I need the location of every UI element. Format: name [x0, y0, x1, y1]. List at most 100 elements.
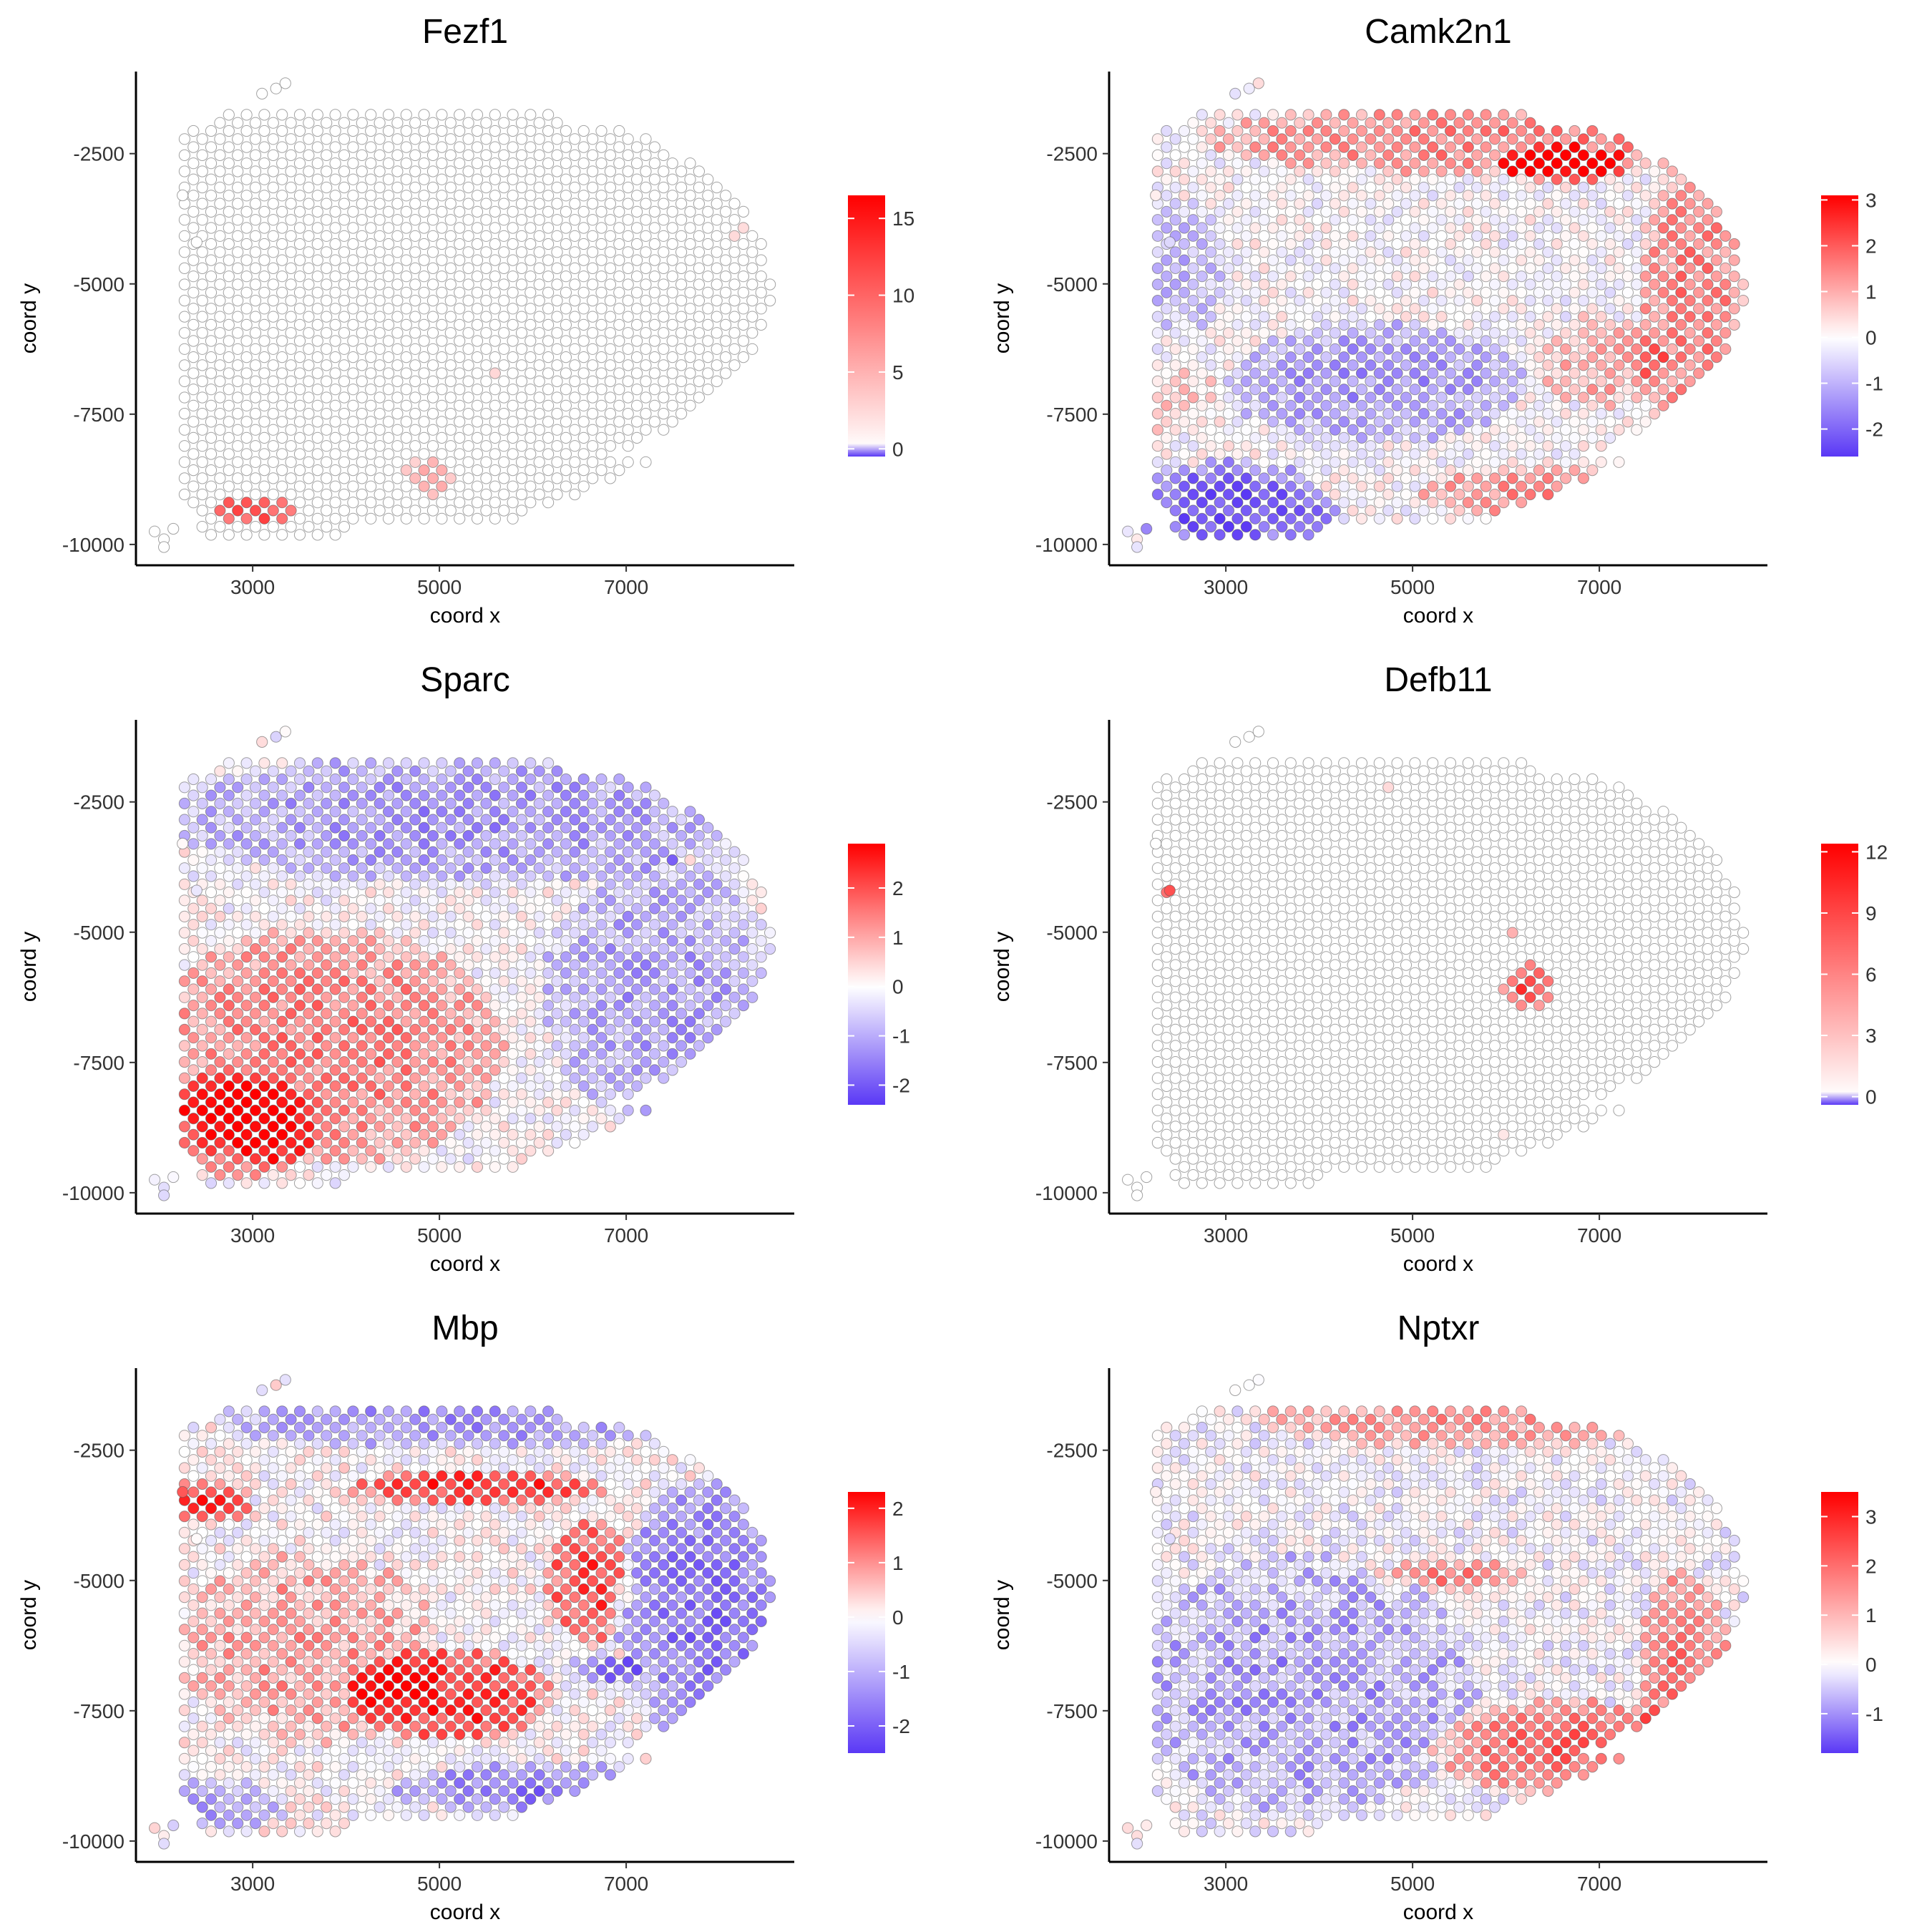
spot	[1355, 254, 1368, 266]
spot	[569, 894, 581, 907]
spot	[240, 190, 253, 202]
spot	[223, 1080, 235, 1093]
spot	[1639, 157, 1652, 170]
spot	[498, 359, 510, 371]
spot	[515, 181, 528, 194]
spot	[1267, 367, 1279, 379]
spot	[311, 431, 323, 444]
spot	[196, 181, 208, 194]
spot	[356, 278, 368, 291]
spot	[587, 910, 599, 923]
spot	[232, 375, 244, 388]
spot	[1169, 391, 1181, 404]
spot	[400, 1145, 412, 1157]
spot	[737, 902, 750, 914]
spot	[311, 448, 323, 460]
spot	[1462, 806, 1474, 818]
spot	[1595, 230, 1607, 242]
spot	[374, 230, 386, 242]
spot	[613, 951, 625, 963]
spot	[525, 821, 537, 834]
panel-title: Fezf1	[422, 13, 508, 51]
spot	[1657, 222, 1669, 234]
spot	[267, 117, 279, 129]
spot	[187, 190, 200, 202]
spot	[223, 854, 235, 867]
spot	[1409, 222, 1421, 234]
spot	[196, 408, 208, 420]
spot	[640, 262, 652, 274]
spot	[1471, 295, 1483, 307]
spot	[471, 367, 484, 379]
spot	[1453, 133, 1465, 145]
spot	[1151, 311, 1164, 323]
spot	[365, 318, 377, 331]
spot	[400, 173, 412, 185]
spot	[454, 1032, 466, 1044]
spot	[258, 919, 270, 931]
colorbar-label: 3	[1865, 189, 1877, 211]
spot	[347, 757, 359, 769]
spot	[462, 246, 474, 258]
spot	[1240, 391, 1252, 404]
spot	[240, 448, 253, 460]
spot	[480, 862, 492, 874]
spot	[365, 870, 377, 882]
spot	[1365, 440, 1377, 452]
spot	[214, 311, 226, 323]
spot	[338, 488, 351, 501]
spot	[249, 311, 262, 323]
spot	[737, 951, 750, 963]
spot	[1391, 270, 1403, 283]
spot	[1471, 488, 1483, 501]
spot	[595, 1113, 608, 1125]
spot	[525, 1032, 537, 1044]
spot	[400, 141, 412, 153]
spot	[409, 440, 421, 452]
spot	[613, 1032, 625, 1044]
spot	[1516, 838, 1528, 850]
spot	[489, 1080, 501, 1093]
spot	[507, 448, 519, 460]
spot	[249, 391, 262, 404]
spot	[480, 943, 492, 955]
spot	[249, 878, 262, 890]
spot	[1542, 375, 1554, 388]
spot	[1657, 173, 1669, 185]
spot	[1480, 173, 1492, 185]
spot	[1516, 270, 1528, 283]
spot	[1453, 197, 1465, 210]
spot	[1586, 254, 1599, 266]
spot	[240, 902, 253, 914]
spot	[489, 886, 501, 899]
spot	[409, 797, 421, 810]
spot	[321, 910, 333, 923]
spot	[587, 894, 599, 907]
spot	[533, 1104, 545, 1116]
spot	[1284, 222, 1297, 234]
spot	[1453, 375, 1465, 388]
spot	[551, 440, 563, 452]
spot	[1710, 286, 1722, 298]
spot	[1196, 854, 1208, 867]
spot	[329, 480, 341, 492]
spot	[1338, 157, 1350, 170]
spot	[240, 1145, 253, 1157]
spot	[1586, 431, 1599, 444]
spot	[542, 902, 555, 914]
spot	[1276, 262, 1288, 274]
spot	[223, 497, 235, 509]
spot	[1613, 846, 1625, 858]
spot	[693, 197, 706, 210]
spot	[1418, 246, 1430, 258]
spot	[267, 878, 279, 890]
spot	[507, 399, 519, 411]
spot	[391, 959, 404, 971]
spot	[1178, 448, 1191, 460]
spot	[1551, 367, 1563, 379]
spot	[480, 149, 492, 161]
spot	[604, 1040, 617, 1052]
spot	[1205, 278, 1217, 291]
spot	[365, 902, 377, 914]
spot	[409, 1153, 421, 1165]
